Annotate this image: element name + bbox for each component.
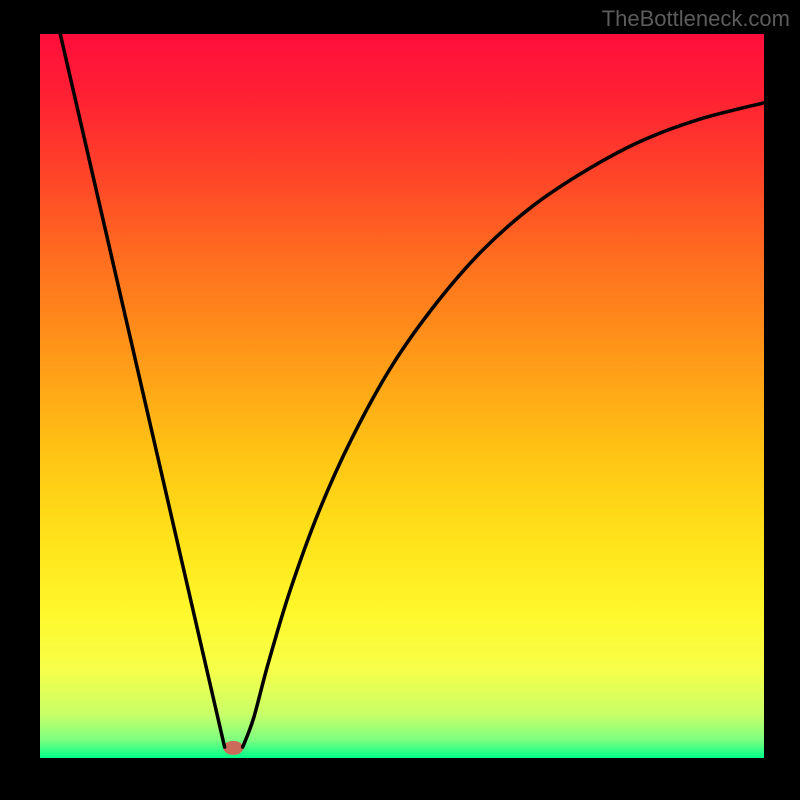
- optimal-point-marker: [223, 741, 243, 755]
- watermark-text: TheBottleneck.com: [602, 6, 790, 32]
- plot-area: [40, 34, 764, 758]
- bottleneck-chart: [0, 0, 800, 800]
- chart-container: TheBottleneck.com: [0, 0, 800, 800]
